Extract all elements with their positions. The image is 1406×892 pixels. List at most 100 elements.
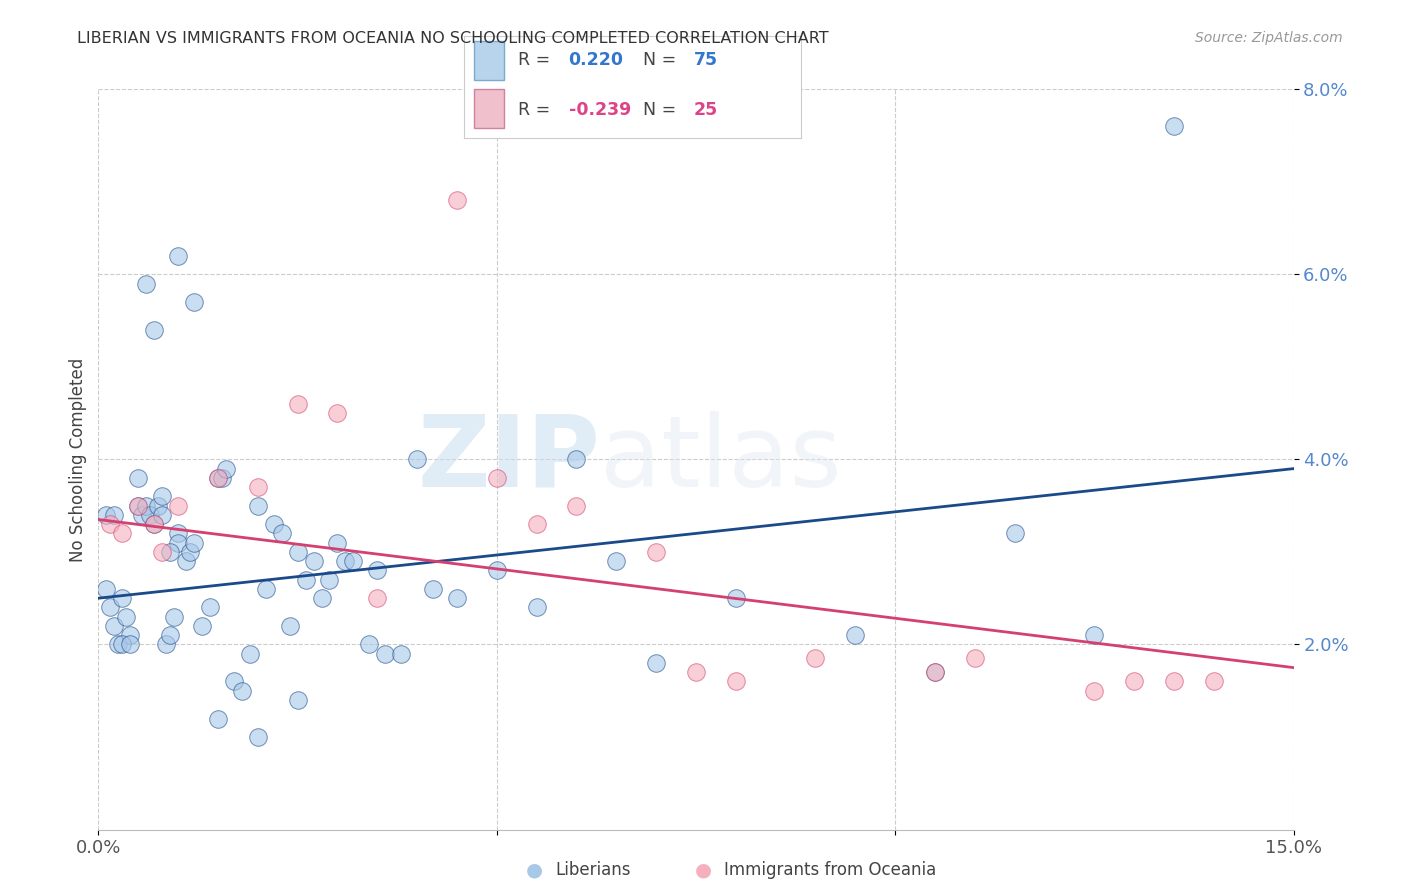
- Point: [107, 637, 129, 651]
- Point: [1083, 683, 1105, 698]
- Point: [287, 545, 309, 559]
- Point: [143, 323, 166, 337]
- Point: [239, 647, 262, 661]
- Point: [215, 461, 238, 475]
- Text: Liberians: Liberians: [555, 861, 631, 879]
- Point: [1163, 119, 1185, 133]
- Point: [131, 508, 153, 522]
- Point: [963, 651, 986, 665]
- Point: [844, 628, 866, 642]
- Point: [246, 499, 269, 513]
- Point: [127, 499, 149, 513]
- Point: [96, 508, 118, 522]
- Bar: [474, 41, 505, 79]
- Point: [254, 582, 277, 596]
- Point: [167, 535, 190, 549]
- Point: [127, 499, 149, 513]
- Point: [724, 674, 747, 689]
- Point: [98, 600, 122, 615]
- Point: [1083, 628, 1105, 642]
- Point: [167, 499, 190, 513]
- Text: R =: R =: [517, 101, 555, 119]
- Point: [287, 397, 309, 411]
- Y-axis label: No Schooling Completed: No Schooling Completed: [69, 358, 87, 561]
- Point: [645, 656, 668, 670]
- Point: [139, 508, 162, 522]
- Point: [645, 545, 668, 559]
- Point: [311, 591, 333, 606]
- Bar: [474, 89, 505, 128]
- Point: [318, 573, 340, 587]
- Point: [565, 499, 588, 513]
- Point: [326, 535, 349, 549]
- Text: Immigrants from Oceania: Immigrants from Oceania: [724, 861, 936, 879]
- Text: Source: ZipAtlas.com: Source: ZipAtlas.com: [1195, 31, 1343, 45]
- Point: [924, 665, 946, 680]
- Point: [191, 619, 214, 633]
- Point: [148, 499, 170, 513]
- Text: 75: 75: [693, 52, 717, 70]
- Point: [167, 526, 190, 541]
- Point: [342, 554, 364, 568]
- Point: [211, 471, 233, 485]
- Point: [222, 674, 245, 689]
- Point: [143, 517, 166, 532]
- Point: [155, 637, 177, 651]
- Point: [120, 637, 142, 651]
- Point: [150, 545, 173, 559]
- Point: [135, 499, 157, 513]
- Point: [111, 637, 134, 651]
- Point: [406, 452, 429, 467]
- Point: [446, 591, 468, 606]
- Text: 25: 25: [693, 101, 717, 119]
- Point: [1202, 674, 1225, 689]
- Text: ●: ●: [526, 860, 543, 880]
- Point: [326, 406, 349, 420]
- Point: [924, 665, 946, 680]
- Point: [263, 517, 285, 532]
- Point: [98, 517, 122, 532]
- Point: [198, 600, 221, 615]
- Point: [143, 517, 166, 532]
- Point: [207, 471, 229, 485]
- Point: [231, 683, 253, 698]
- Point: [359, 637, 381, 651]
- Point: [302, 554, 325, 568]
- Text: N =: N =: [643, 101, 682, 119]
- Point: [1004, 526, 1026, 541]
- Text: 0.220: 0.220: [568, 52, 624, 70]
- Point: [179, 545, 201, 559]
- Point: [115, 609, 138, 624]
- Point: [159, 545, 181, 559]
- Point: [374, 647, 396, 661]
- Point: [485, 471, 508, 485]
- Point: [278, 619, 301, 633]
- Point: [183, 295, 205, 310]
- Point: [724, 591, 747, 606]
- Point: [246, 730, 269, 744]
- Point: [485, 564, 508, 578]
- Text: R =: R =: [517, 52, 555, 70]
- Text: LIBERIAN VS IMMIGRANTS FROM OCEANIA NO SCHOOLING COMPLETED CORRELATION CHART: LIBERIAN VS IMMIGRANTS FROM OCEANIA NO S…: [77, 31, 830, 46]
- Point: [287, 693, 309, 707]
- Point: [111, 526, 134, 541]
- Point: [167, 249, 190, 263]
- Point: [422, 582, 444, 596]
- Point: [526, 517, 548, 532]
- Point: [804, 651, 827, 665]
- Point: [366, 564, 388, 578]
- Point: [335, 554, 357, 568]
- Text: -0.239: -0.239: [568, 101, 631, 119]
- Point: [183, 535, 205, 549]
- Text: ●: ●: [695, 860, 711, 880]
- Point: [685, 665, 707, 680]
- Point: [120, 628, 142, 642]
- Point: [1163, 674, 1185, 689]
- Text: atlas: atlas: [600, 411, 842, 508]
- Point: [96, 582, 118, 596]
- Point: [111, 591, 134, 606]
- Text: ZIP: ZIP: [418, 411, 600, 508]
- Point: [246, 480, 269, 494]
- Point: [207, 712, 229, 726]
- Text: N =: N =: [643, 52, 682, 70]
